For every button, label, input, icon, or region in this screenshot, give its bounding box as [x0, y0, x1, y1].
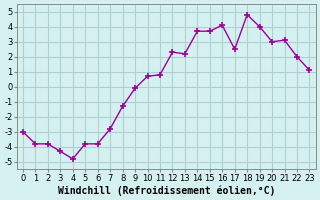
- X-axis label: Windchill (Refroidissement éolien,°C): Windchill (Refroidissement éolien,°C): [58, 185, 275, 196]
